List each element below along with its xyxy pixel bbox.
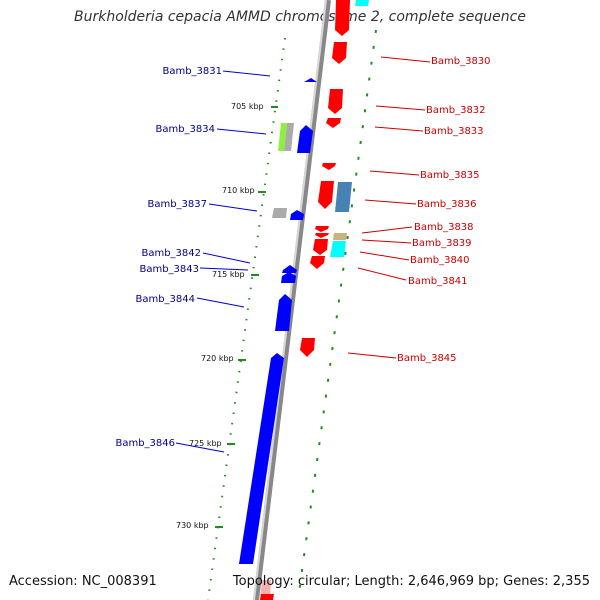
gene-arrow-bamb-3842[interactable] — [282, 265, 297, 273]
gene-label-bamb-3839[interactable]: Bamb_3839 — [412, 238, 472, 249]
ruler-label-705: 705 kbp — [231, 102, 264, 111]
gene-label-bamb-3844[interactable]: Bamb_3844 — [135, 294, 195, 305]
gene-arrow-bamb-3841[interactable] — [310, 256, 325, 269]
map-title: Burkholderia cepacia AMMD chromosome 2, … — [74, 9, 526, 25]
left-gene-labels: Bamb_3831 Bamb_3834 Bamb_3837 Bamb_3842 … — [115, 66, 222, 449]
gene-label-bamb-3832[interactable]: Bamb_3832 — [426, 105, 486, 116]
gene-label-bamb-3841[interactable]: Bamb_3841 — [408, 276, 468, 287]
gene-box-bamb-3837[interactable] — [272, 208, 287, 218]
ruler-label-730: 730 kbp — [176, 521, 209, 530]
gene-bottom-right — [260, 594, 274, 600]
gene-arrow-bamb-3838[interactable] — [315, 226, 329, 232]
gene-arrow-bamb-3844[interactable] — [275, 294, 292, 331]
gene-label-bamb-3843[interactable]: Bamb_3843 — [139, 264, 199, 275]
minus-strand-genes — [239, 78, 317, 600]
gene-arrow-bamb-3830[interactable] — [332, 42, 347, 64]
gene-box-bamb-3839[interactable] — [333, 233, 347, 240]
gene-arrow-bamb-3843[interactable] — [281, 272, 296, 283]
gene-arrow-bamb-3836-a[interactable] — [318, 181, 334, 209]
gc-track-left — [207, 37, 286, 600]
gene-box-bamb-3840[interactable] — [330, 241, 346, 257]
gene-label-bamb-3835[interactable]: Bamb_3835 — [420, 170, 480, 181]
gene-label-bamb-3833[interactable]: Bamb_3833 — [424, 126, 484, 137]
gene-label-bamb-3837[interactable]: Bamb_3837 — [147, 199, 207, 210]
ruler-label-720: 720 kbp — [201, 354, 234, 363]
ruler-label-710: 710 kbp — [222, 186, 255, 195]
gc-track-right — [297, 29, 377, 600]
ruler-label-715: 715 kbp — [212, 270, 245, 279]
gene-box-bamb-3834-b[interactable] — [284, 123, 294, 151]
left-leader-lines — [175, 70, 271, 453]
gene-box-top-cyan[interactable] — [355, 0, 369, 6]
gene-label-bamb-3840[interactable]: Bamb_3840 — [410, 255, 470, 266]
gene-arrow-bamb-3839[interactable] — [315, 233, 329, 238]
accession-text: Accession: NC_008391 — [9, 574, 157, 589]
gene-arrow-top-1[interactable] — [335, 0, 350, 36]
gene-label-bamb-3836[interactable]: Bamb_3836 — [417, 199, 477, 210]
gene-arrow-bamb-3840[interactable] — [313, 239, 328, 255]
plus-strand-genes — [260, 0, 369, 600]
gene-arrow-bamb-3835[interactable] — [322, 163, 336, 170]
gene-arrow-bamb-3837[interactable] — [290, 210, 304, 220]
gene-label-bamb-3845[interactable]: Bamb_3845 — [397, 353, 457, 364]
ruler-label-725: 725 kbp — [189, 439, 222, 448]
gene-arrow-bamb-3846[interactable] — [239, 353, 284, 564]
topology-text: Topology: circular; Length: 2,646,969 bp… — [232, 574, 590, 589]
gene-arrow-bamb-3831[interactable] — [304, 78, 317, 82]
gene-box-bamb-3836-b[interactable] — [335, 182, 352, 212]
gene-arrow-bamb-3833[interactable] — [326, 118, 341, 128]
gene-label-bamb-3834[interactable]: Bamb_3834 — [155, 124, 215, 135]
gene-arrow-bamb-3845[interactable] — [300, 338, 315, 357]
gene-label-bamb-3846[interactable]: Bamb_3846 — [115, 438, 175, 449]
gene-label-bamb-3838[interactable]: Bamb_3838 — [414, 222, 474, 233]
gene-label-bamb-3830[interactable]: Bamb_3830 — [431, 56, 491, 67]
right-gene-labels: Bamb_3830 Bamb_3832 Bamb_3833 Bamb_3835 … — [397, 56, 491, 364]
gene-arrow-bamb-3832[interactable] — [328, 89, 343, 114]
gene-label-bamb-3842[interactable]: Bamb_3842 — [141, 248, 201, 259]
gene-label-bamb-3831[interactable]: Bamb_3831 — [162, 66, 222, 77]
gene-arrow-bamb-3834[interactable] — [297, 125, 313, 153]
right-leader-lines — [347, 56, 431, 359]
ruler-ticks — [215, 106, 278, 528]
